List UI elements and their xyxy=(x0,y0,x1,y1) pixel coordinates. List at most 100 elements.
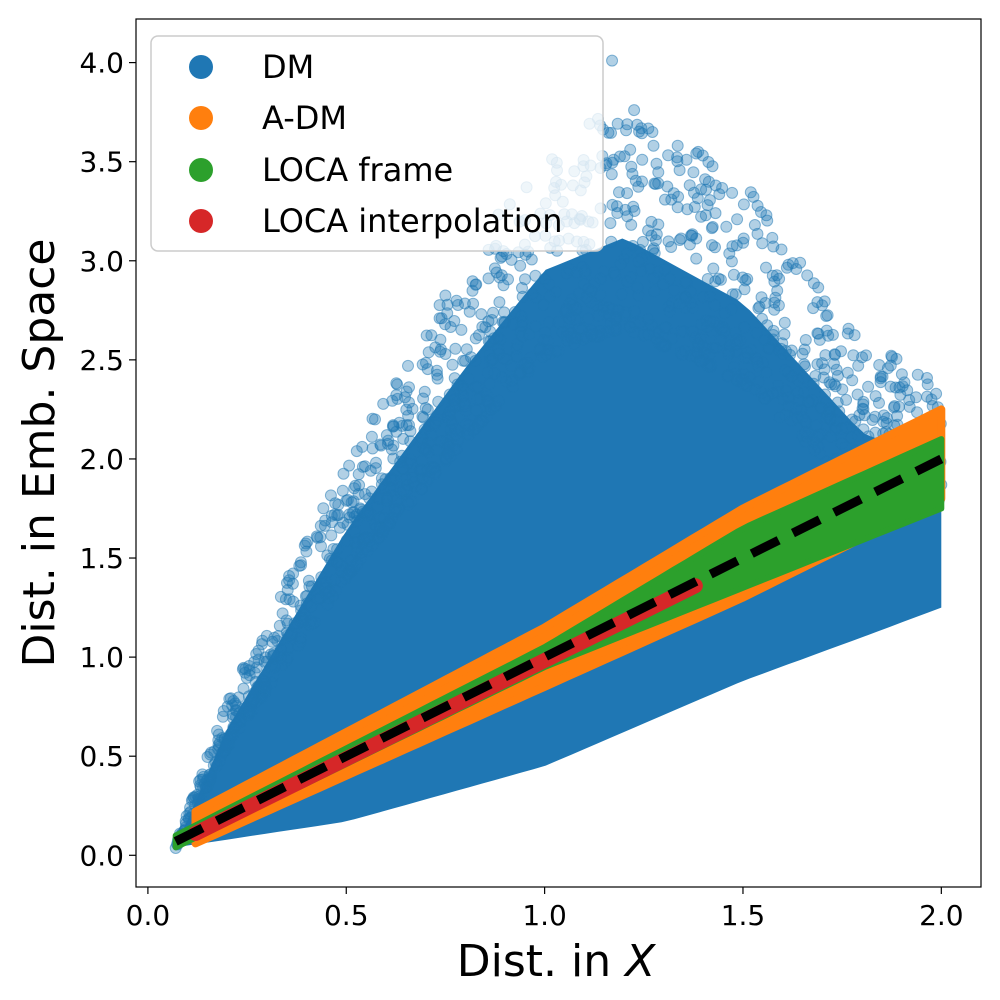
dm-point xyxy=(680,153,693,166)
dm-point xyxy=(393,416,406,429)
dm-point xyxy=(397,432,410,445)
dm-point xyxy=(704,290,716,303)
legend: DM A-DM LOCA frame LOCA interpolation xyxy=(150,35,604,252)
dm-point xyxy=(874,370,887,383)
dm-point xyxy=(742,351,754,364)
dm-point xyxy=(308,616,321,629)
dm-point xyxy=(767,324,780,337)
dm-point xyxy=(281,642,294,654)
dm-point xyxy=(529,292,542,304)
dm-point xyxy=(703,194,716,207)
dm-point xyxy=(194,773,207,786)
dm-point xyxy=(884,359,897,372)
x-tick-label: 1.0 xyxy=(522,899,567,932)
dm-point xyxy=(799,414,812,427)
dm-point xyxy=(543,290,556,303)
dm-point xyxy=(699,209,712,222)
dm-point xyxy=(543,316,556,329)
dm-point xyxy=(356,505,369,518)
dm-point xyxy=(417,392,430,405)
dm-point xyxy=(216,710,229,723)
dm-point xyxy=(285,628,298,641)
dm-point xyxy=(760,261,772,274)
dm-point xyxy=(356,460,369,473)
dm-point xyxy=(456,380,469,393)
dm-point xyxy=(722,345,735,358)
dm-point xyxy=(743,371,756,384)
dm-point xyxy=(604,217,617,230)
dm-point xyxy=(840,421,853,434)
dm-point xyxy=(643,262,656,275)
dm-point xyxy=(818,363,831,376)
dm-point xyxy=(835,345,847,358)
dm-point xyxy=(799,334,812,346)
dm-point xyxy=(431,368,444,381)
dm-point xyxy=(419,402,432,414)
dm-point xyxy=(687,166,700,179)
dm-point xyxy=(860,349,872,362)
dm-point xyxy=(812,440,825,453)
dm-point xyxy=(605,168,618,181)
y-tick-label: 2.0 xyxy=(79,443,124,476)
dm-point xyxy=(873,359,886,371)
dm-point xyxy=(665,241,678,253)
dm-point xyxy=(901,384,914,397)
dm-point xyxy=(279,593,292,606)
dm-point xyxy=(760,366,773,379)
dm-point xyxy=(549,286,562,298)
dm-point xyxy=(459,400,472,413)
dm-point xyxy=(728,361,741,373)
dm-point xyxy=(659,193,671,206)
dm-point xyxy=(628,305,641,318)
dm-point xyxy=(590,300,603,312)
dm-point xyxy=(773,272,786,285)
dm-point xyxy=(369,462,382,475)
dm-point xyxy=(690,147,703,160)
dm-point xyxy=(433,312,446,325)
dm-point xyxy=(350,559,363,572)
dm-point xyxy=(316,577,329,590)
dm-point xyxy=(647,139,660,152)
dm-point xyxy=(658,321,671,334)
dm-point xyxy=(866,414,879,426)
dm-point xyxy=(791,411,804,424)
dm-point xyxy=(352,468,365,481)
dm-point xyxy=(720,220,733,233)
dm-point xyxy=(449,443,461,456)
dm-point xyxy=(333,521,346,534)
dm-point xyxy=(645,215,658,228)
dm-point xyxy=(387,439,400,452)
dm-point xyxy=(471,393,484,406)
dm-point xyxy=(365,430,378,443)
dm-point xyxy=(695,210,708,223)
dm-point xyxy=(758,392,771,405)
dm-point xyxy=(573,321,586,334)
dm-point xyxy=(673,298,686,310)
legend-box xyxy=(150,35,604,252)
dm-point xyxy=(826,328,839,341)
dm-point xyxy=(542,335,555,347)
dm-point xyxy=(792,374,805,387)
dm-point xyxy=(529,320,542,333)
dm-point xyxy=(771,284,784,297)
dm-point xyxy=(766,269,779,282)
dm-point xyxy=(675,325,687,337)
dm-point xyxy=(283,570,296,582)
dm-point xyxy=(829,348,841,361)
dm-point xyxy=(627,200,640,213)
dm-point xyxy=(626,167,639,180)
dm-point xyxy=(827,357,840,370)
dm-point xyxy=(475,308,488,321)
dm-point xyxy=(807,302,820,315)
dm-point xyxy=(716,182,729,194)
dm-point xyxy=(281,584,294,597)
dm-point xyxy=(726,240,739,253)
dm-point xyxy=(609,269,622,282)
dm-point xyxy=(386,420,399,433)
dm-point xyxy=(337,467,350,480)
dm-point xyxy=(737,236,750,249)
axes: 0.0 0.5 1.0 1.5 2.0 0.0 0.5 1.0 1.5 2.0 2.5 3.0 3.5 4… xyxy=(79,47,963,932)
dm-point xyxy=(633,125,646,138)
dm-point xyxy=(726,186,739,199)
dm-point xyxy=(315,540,327,553)
